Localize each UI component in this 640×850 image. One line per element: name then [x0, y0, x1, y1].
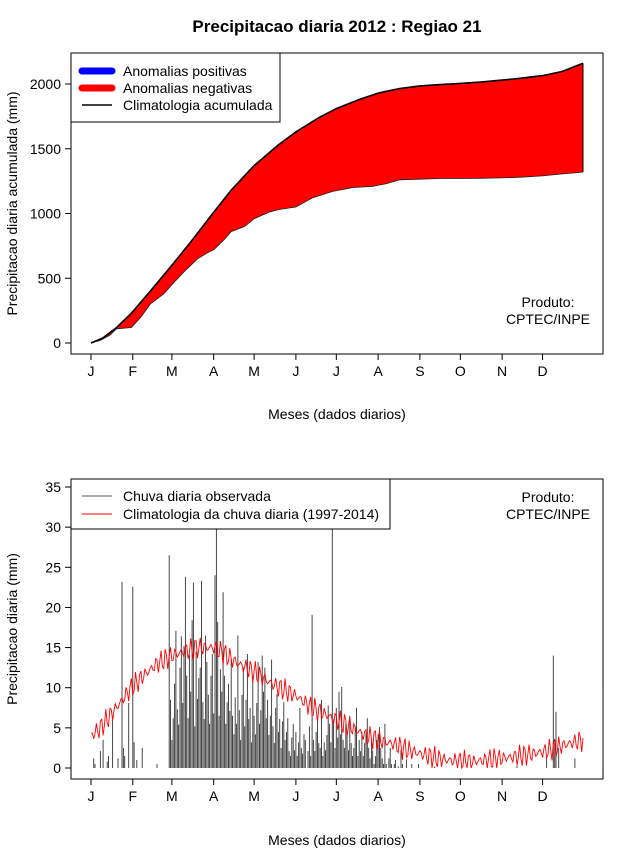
bottom-x-tick-label: M [248, 788, 260, 804]
top-y-tick-label: 1000 [30, 206, 61, 222]
observed-daily-bars [93, 521, 604, 768]
bottom-y-tick-label: 0 [53, 760, 61, 776]
bottom-annotation-line: CPTEC/INPE [506, 506, 590, 522]
bottom-y-axis-title: Precipitacao diaria (mm) [4, 553, 20, 705]
bottom-y-tick-label: 5 [53, 720, 61, 736]
top-x-tick-label: A [373, 363, 383, 379]
bottom-x-tick-label: N [497, 788, 507, 804]
bottom-x-tick-label: A [209, 788, 219, 804]
bottom-x-tick-label: J [292, 788, 299, 804]
top-y-tick-label: 1500 [30, 141, 61, 157]
negative-anomaly-area [91, 63, 583, 344]
accumulated-precipitation-panel: 0 500 1000 1500 2000 J F M A M J J A S O N D Meses (dados… [4, 52, 604, 422]
bottom-x-tick-label: F [129, 788, 138, 804]
top-y-axis-title: Precipitacao diaria acumulada (mm) [4, 91, 20, 315]
bottom-legend-box [70, 478, 391, 530]
observed-accumulated-line [90, 171, 584, 344]
bottom-x-tick-label: M [166, 788, 178, 804]
top-legend-label: Anomalias positivas [123, 63, 247, 79]
top-x-tick-label: O [455, 363, 466, 379]
climatology-accumulated-line [90, 62, 584, 344]
top-annotation-line: Produto: [522, 294, 575, 310]
top-x-tick-label: J [88, 363, 95, 379]
bottom-annotation-line: Produto: [522, 489, 575, 505]
bottom-x-tick-label: D [537, 788, 547, 804]
bottom-legend: Chuva diaria observada Climatologia da ch… [70, 478, 391, 530]
top-x-axis-title: Meses (dados diarios) [268, 406, 406, 422]
top-x-tick-label: S [415, 363, 424, 379]
bottom-y-tick-label: 10 [45, 680, 61, 696]
bottom-legend-label: Climatologia da chuva diaria (1997-2014) [123, 506, 379, 522]
bottom-y-tick-label: 20 [45, 599, 61, 615]
top-annotation-line: CPTEC/INPE [506, 311, 590, 327]
bottom-x-tick-label: A [373, 788, 383, 804]
chart-title: Precipitacao diaria 2012 : Regiao 21 [192, 17, 481, 36]
bottom-x-tick-label: J [333, 788, 340, 804]
top-legend-label: Anomalias negativas [123, 80, 252, 96]
climatology-daily-line [90, 637, 584, 770]
bottom-x-tick-label: S [415, 788, 424, 804]
bottom-y-tick-label: 30 [45, 519, 61, 535]
bottom-y-tick-label: 25 [45, 559, 61, 575]
daily-precipitation-panel: 0 5 10 15 20 25 30 35 J F M A M J J A S O N D Meses (dados d… [4, 478, 604, 848]
top-x-tick-label: A [209, 363, 219, 379]
bottom-legend-label: Chuva diaria observada [123, 488, 271, 504]
top-y-tick-label: 0 [53, 335, 61, 351]
top-x-tick-label: J [292, 363, 299, 379]
bottom-y-tick-label: 35 [45, 479, 61, 495]
top-x-tick-label: N [497, 363, 507, 379]
top-x-tick-label: J [333, 363, 340, 379]
bottom-y-tick-label: 15 [45, 640, 61, 656]
top-legend-label: Climatologia acumulada [123, 97, 273, 113]
top-y-tick-label: 500 [38, 270, 62, 286]
bottom-x-tick-label: J [88, 788, 95, 804]
top-x-tick-label: M [248, 363, 260, 379]
bottom-x-axis-title: Meses (dados diarios) [268, 832, 406, 848]
top-y-tick-label: 2000 [30, 76, 61, 92]
bottom-x-tick-label: O [455, 788, 466, 804]
top-x-tick-label: M [166, 363, 178, 379]
top-x-tick-label: D [537, 363, 547, 379]
top-x-tick-label: F [129, 363, 138, 379]
